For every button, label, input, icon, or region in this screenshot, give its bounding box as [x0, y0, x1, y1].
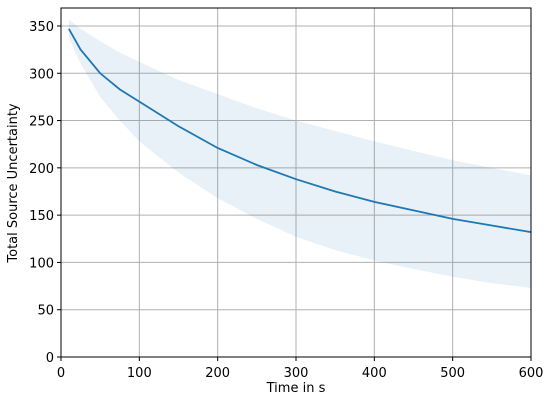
y-tick-label: 100	[29, 256, 54, 271]
x-tick-label: 600	[519, 366, 544, 381]
y-tick-label: 300	[29, 67, 54, 82]
x-tick-label: 100	[127, 366, 152, 381]
line	[68, 28, 532, 234]
y-tick-label: 200	[29, 162, 54, 177]
x-tick-label: 400	[362, 366, 387, 381]
x-axis-label: Time in s	[266, 381, 326, 396]
y-tick-label: 250	[29, 115, 54, 130]
y-tick-label: 0	[46, 351, 54, 366]
x-tick-label: 0	[57, 366, 65, 381]
x-tick-label: 300	[284, 366, 309, 381]
y-tick-label: 50	[37, 304, 54, 319]
x-tick-label: 200	[205, 366, 230, 381]
y-axis-label: Total Source Uncertainty	[6, 103, 21, 264]
uncertainty-band	[68, 19, 531, 288]
plot-frame	[60, 7, 532, 358]
y-tick-label: 150	[29, 209, 54, 224]
y-tick-label: 350	[29, 20, 54, 35]
x-tick-label: 500	[440, 366, 465, 381]
